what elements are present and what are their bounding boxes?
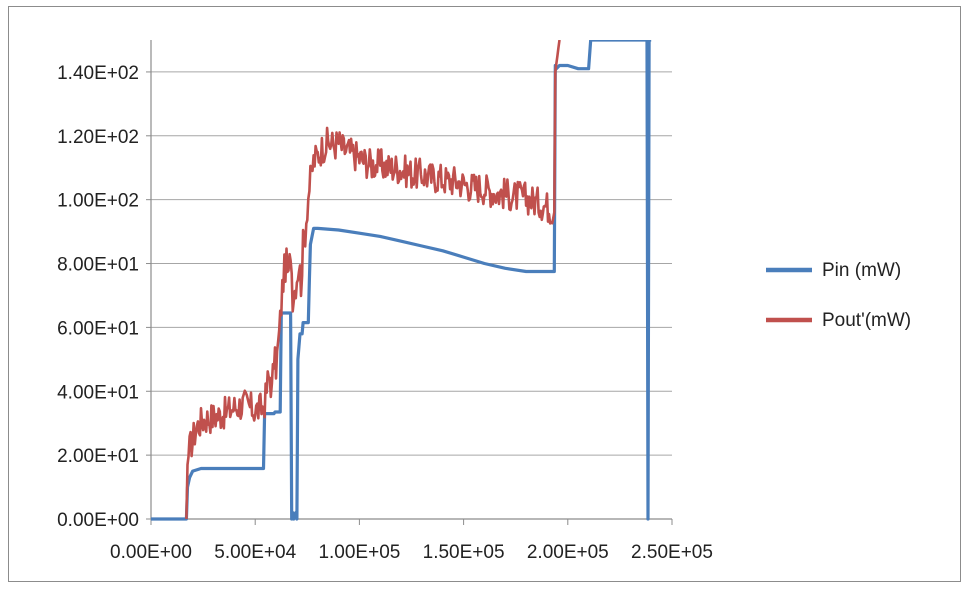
y-tick-label: 1.40E+02	[57, 63, 139, 84]
legend: Pin (mW) Pout'(mW)	[766, 260, 911, 331]
chart-frame	[8, 6, 961, 582]
x-tick-label: 2.00E+05	[527, 542, 609, 563]
series-line-pin	[151, 40, 652, 521]
legend-label-pin: Pin (mW)	[822, 260, 901, 281]
grid-lines	[151, 71, 672, 456]
x-tick-labels: 0.00E+00 5.00E+04 1.00E+05 1.50E+05 2.00E+05…	[110, 542, 713, 563]
legend-label-pout: Pout'(mW)	[822, 310, 911, 331]
y-tick-label: 0.00E+00	[57, 510, 139, 531]
x-tick-label: 0.00E+00	[110, 542, 192, 563]
y-tick-label: 2.00E+01	[57, 446, 139, 467]
y-tick-label: 4.00E+01	[57, 382, 139, 403]
x-tick-label: 5.00E+04	[214, 542, 296, 563]
y-tick-label: 1.00E+02	[57, 191, 139, 212]
y-tick-labels: 0.00E+00 2.00E+01 4.00E+01 6.00E+01 8.00E+01…	[57, 63, 139, 531]
x-tick-label: 1.00E+05	[318, 542, 400, 563]
axes	[146, 40, 673, 525]
y-tick-label: 8.00E+01	[57, 255, 139, 276]
x-tick-label: 2.50E+05	[631, 542, 713, 563]
y-tick-label: 6.00E+01	[57, 318, 139, 339]
series-line-pout	[185, 40, 561, 520]
x-tick-label: 1.50E+05	[423, 542, 505, 563]
y-tick-label: 1.20E+02	[57, 127, 139, 148]
series-lines	[151, 40, 652, 521]
